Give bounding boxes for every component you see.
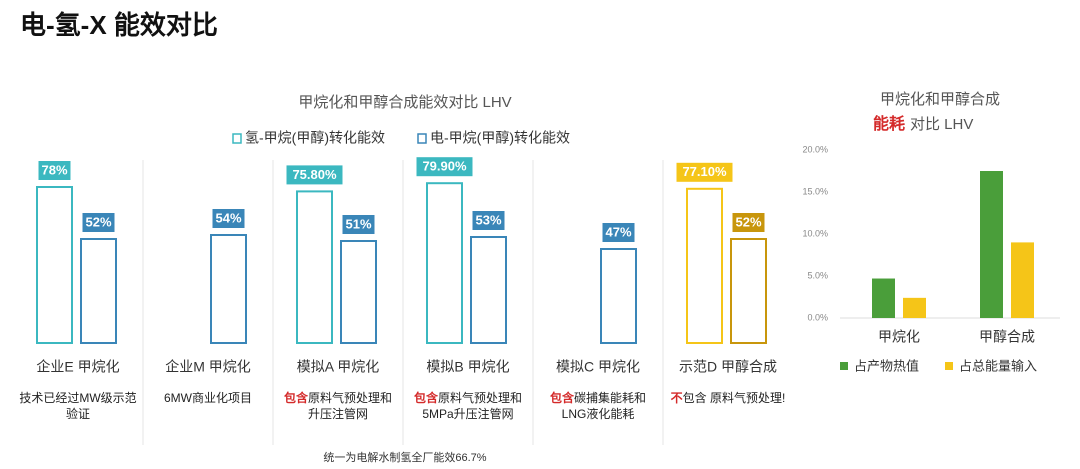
value-label: 54%: [215, 210, 241, 225]
value-label-box: [38, 161, 71, 180]
y-tick-label: 20.0%: [802, 144, 828, 154]
y-tick-label: 10.0%: [802, 228, 828, 238]
footnote: 统一为电解水制氢全厂能效66.7%: [323, 450, 486, 464]
note: 不包含 原料气预处理!: [669, 390, 787, 406]
note: 包含碳捕集能耗和LNG液化能耗: [539, 390, 657, 422]
chart-subtitle: 对比 LHV: [910, 116, 973, 133]
note-text: 包含 原料气预处理!: [682, 391, 786, 405]
x-tick-label: 模拟B 甲烷化: [426, 359, 509, 375]
bar: [470, 236, 507, 344]
bar: [980, 171, 1003, 318]
bar: [80, 238, 117, 344]
note-text: 原料气预处理和升压注管网: [307, 391, 393, 421]
note-emph: 包含: [283, 391, 308, 405]
chart-subtitle-emph: 能耗: [873, 114, 905, 133]
legend-label: 氢-甲烷(甲醇)转化能效: [245, 130, 385, 146]
bar: [426, 182, 463, 344]
bar: [872, 278, 895, 318]
value-label-box: [212, 209, 245, 228]
value-label: 75.80%: [292, 167, 337, 182]
value-label-box: [602, 223, 635, 242]
y-tick-label: 0.0%: [807, 312, 828, 322]
note-emph: 包含: [549, 391, 574, 405]
note-emph: 包含: [413, 391, 438, 405]
value-label: 79.90%: [422, 159, 467, 174]
x-tick-label: 甲醇合成: [979, 329, 1035, 345]
value-label-box: [342, 215, 375, 234]
bar: [210, 234, 247, 344]
legend-swatch: [840, 362, 848, 370]
value-label: 77.10%: [682, 164, 727, 179]
note-text: 原料气预处理和5MPa升压注管网: [422, 391, 523, 421]
chart-title: 甲烷化和甲醇合成能效对比 LHV: [298, 94, 511, 111]
value-label-box: [286, 165, 343, 185]
value-label-box: [732, 213, 765, 232]
note: 技术已经过MW级示范验证: [19, 390, 137, 422]
bar: [600, 248, 637, 344]
note-text: 6MW商业化项目: [164, 391, 252, 405]
bar: [686, 187, 723, 344]
note-text: 技术已经过MW级示范验证: [19, 391, 137, 421]
value-label: 78%: [41, 162, 67, 177]
bar: [1011, 242, 1034, 318]
x-tick-label: 企业E 甲烷化: [36, 359, 119, 375]
legend-swatch: [945, 362, 953, 370]
value-label-box: [676, 162, 733, 182]
legend-swatch: [417, 133, 427, 144]
x-tick-label: 模拟A 甲烷化: [297, 359, 379, 375]
legend-label: 电-甲烷(甲醇)转化能效: [430, 130, 570, 146]
value-label: 52%: [85, 214, 111, 229]
note-emph: 不: [670, 391, 683, 405]
note-text: 碳捕集能耗和LNG液化能耗: [561, 391, 647, 421]
value-label: 52%: [735, 214, 761, 229]
value-label: 47%: [605, 224, 631, 239]
note: 6MW商业化项目: [149, 390, 267, 406]
chart-title: 甲烷化和甲醇合成: [880, 91, 1000, 108]
value-label-box: [472, 211, 505, 230]
y-tick-label: 5.0%: [807, 270, 828, 280]
bar: [296, 190, 333, 344]
legend-swatch: [232, 133, 242, 144]
value-label: 53%: [475, 212, 501, 227]
note: 包含原料气预处理和5MPa升压注管网: [409, 390, 527, 422]
bar: [903, 297, 926, 318]
note: 包含原料气预处理和升压注管网: [279, 390, 397, 422]
legend-label: 占总能量输入: [959, 358, 1037, 373]
x-tick-label: 模拟C 甲烷化: [556, 359, 640, 375]
value-label: 51%: [345, 216, 371, 231]
legend-label: 占产物热值: [854, 358, 919, 373]
y-tick-label: 15.0%: [802, 186, 828, 196]
bar: [730, 238, 767, 344]
x-tick-label: 示范D 甲醇合成: [679, 359, 777, 375]
x-tick-label: 甲烷化: [878, 329, 920, 345]
page-title: 电-氢-X 能效对比: [20, 10, 218, 40]
value-label-box: [416, 157, 473, 177]
bar: [340, 240, 377, 344]
value-label-box: [82, 213, 115, 232]
x-tick-label: 企业M 甲烷化: [165, 359, 251, 375]
bar: [36, 186, 73, 344]
